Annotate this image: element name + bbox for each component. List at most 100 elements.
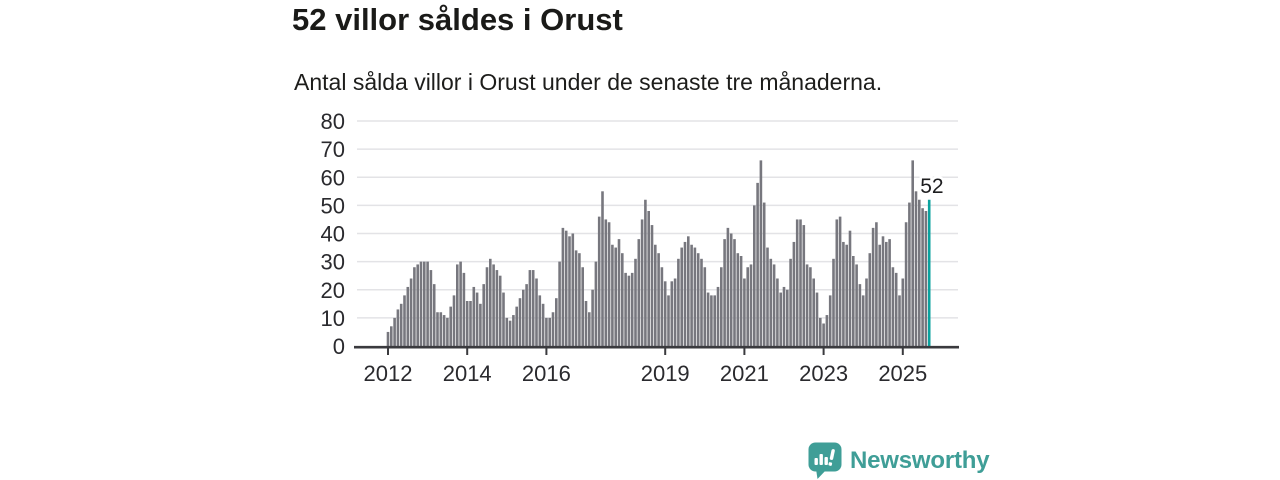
bar — [452, 295, 456, 347]
bar — [393, 317, 396, 347]
bar — [888, 239, 891, 347]
bar — [904, 222, 908, 346]
bar — [456, 264, 459, 346]
bar — [611, 244, 614, 346]
bar — [713, 295, 716, 347]
newsworthy-logo-icon — [808, 442, 842, 479]
bar — [390, 326, 393, 346]
bar — [472, 286, 476, 346]
bar — [825, 315, 829, 346]
bar — [921, 208, 924, 346]
y-tick-label: 0 — [333, 334, 345, 359]
bar — [607, 222, 611, 346]
bar — [419, 261, 423, 347]
bar — [578, 253, 581, 346]
bar — [423, 261, 426, 347]
bar — [680, 247, 683, 346]
bar — [828, 295, 832, 347]
bar — [469, 301, 472, 346]
bar — [716, 286, 720, 346]
y-tick-label: 40 — [321, 222, 345, 247]
x-tick-label: 2025 — [878, 361, 927, 386]
bar — [446, 317, 449, 347]
bar — [528, 270, 532, 346]
bar — [832, 258, 835, 346]
bar — [845, 244, 848, 346]
bar — [555, 298, 558, 346]
bar — [729, 233, 733, 346]
bar — [601, 191, 604, 346]
bar — [789, 258, 792, 346]
bar — [442, 315, 446, 346]
bar — [541, 303, 545, 346]
bar — [489, 258, 492, 346]
bar — [703, 267, 707, 346]
bar — [687, 236, 690, 346]
bar — [753, 205, 756, 347]
bar — [624, 272, 627, 347]
bar — [617, 239, 621, 347]
bar — [706, 292, 710, 346]
bar — [508, 320, 512, 346]
bar — [693, 247, 697, 346]
bar — [848, 230, 852, 346]
bar — [551, 312, 555, 346]
bar — [399, 303, 403, 346]
bar — [591, 289, 594, 346]
bar — [898, 295, 901, 347]
bar — [772, 264, 776, 346]
bar — [759, 160, 763, 347]
bar — [838, 216, 842, 347]
bar — [710, 295, 713, 347]
bar — [749, 264, 753, 346]
bar — [482, 284, 485, 347]
bar — [819, 317, 822, 347]
bar — [762, 202, 766, 346]
bar — [403, 295, 406, 347]
bar — [677, 258, 680, 346]
bar — [584, 301, 588, 346]
bar — [416, 264, 419, 346]
bar — [502, 292, 505, 346]
bar — [720, 267, 723, 346]
bar — [660, 267, 664, 346]
bar — [842, 241, 845, 346]
bar — [429, 270, 433, 346]
bar — [924, 211, 928, 346]
bar — [531, 270, 535, 346]
bar — [627, 275, 631, 346]
bar — [640, 219, 644, 346]
bar — [594, 261, 598, 347]
bar — [512, 315, 515, 346]
bar — [561, 227, 565, 347]
bar — [914, 191, 918, 346]
bar — [878, 244, 881, 346]
bar — [743, 278, 746, 346]
bar — [822, 323, 825, 346]
bar — [865, 278, 868, 346]
bar — [637, 239, 641, 347]
brand-logo-link[interactable]: Newsworthy — [808, 442, 990, 479]
highlight-value-label: 52 — [920, 175, 943, 198]
bar — [726, 227, 730, 347]
bar — [409, 278, 413, 346]
bar — [574, 250, 578, 347]
bar — [564, 230, 568, 346]
bar — [779, 292, 782, 346]
bar — [597, 216, 601, 347]
bar — [756, 182, 759, 347]
bar — [667, 295, 670, 347]
bar — [505, 317, 509, 347]
bar — [650, 225, 654, 346]
bar — [614, 247, 617, 346]
bar — [426, 261, 429, 347]
bar — [538, 295, 542, 347]
bar — [805, 264, 809, 346]
bar — [439, 312, 443, 346]
bar — [657, 253, 660, 346]
bar — [776, 278, 779, 346]
bar — [786, 289, 789, 346]
x-tick-label: 2019 — [641, 361, 690, 386]
bar — [739, 256, 743, 346]
y-tick-label: 20 — [321, 278, 345, 303]
